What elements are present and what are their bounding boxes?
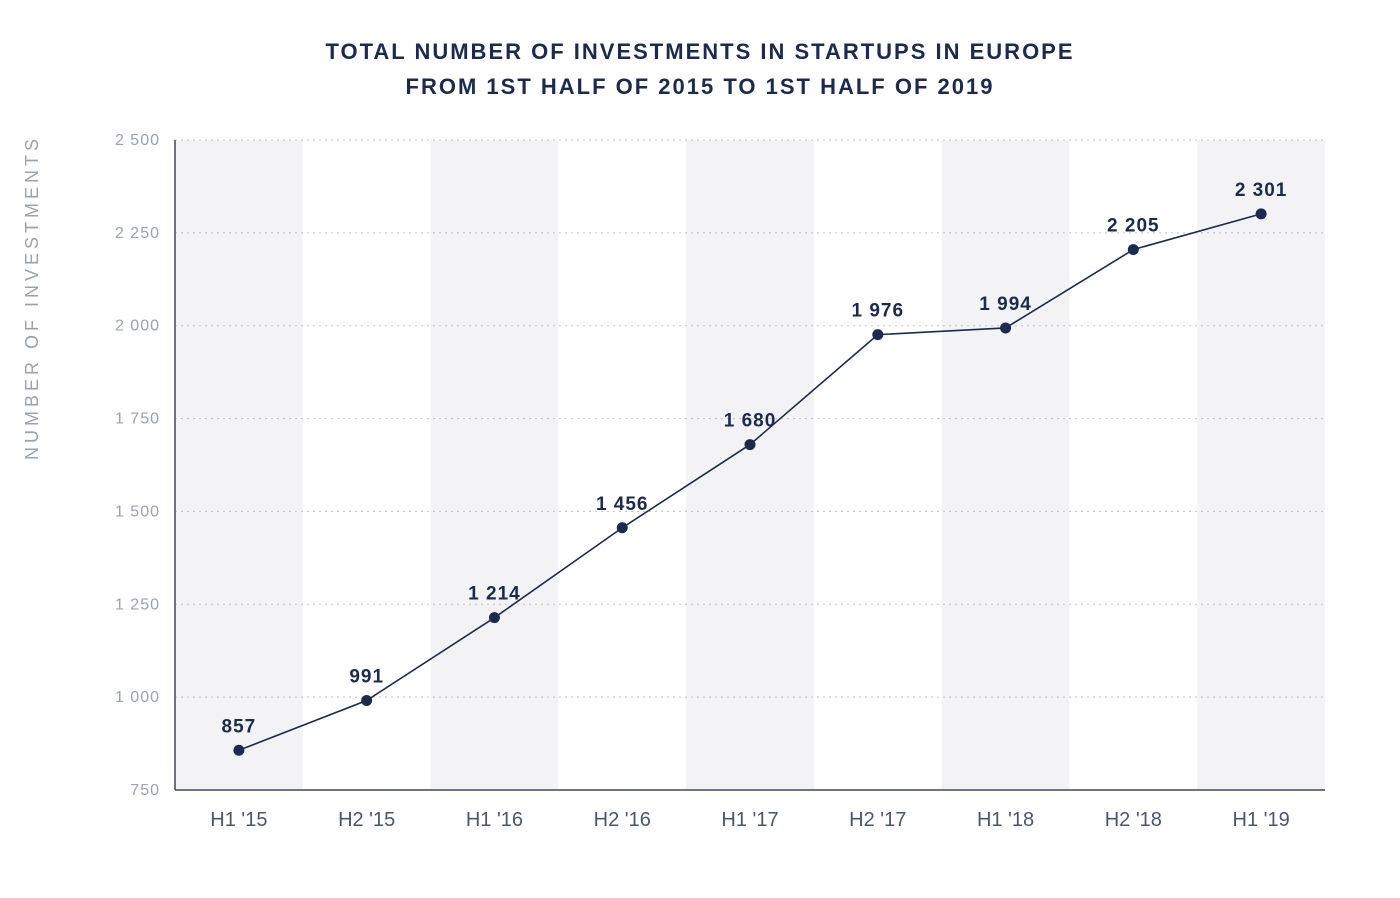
point-label: 1 976 [852,301,905,322]
y-tick-label: 2 500 [115,132,160,149]
y-ticks: 750 1 000 1 250 1 500 1 750 2 000 2 250 2 500 [115,132,160,799]
x-tick-label: H2 '17 [849,809,906,831]
y-tick-label: 2 000 [115,318,160,335]
series-point [233,745,244,756]
point-label: 1 994 [979,294,1032,315]
y-tick-label: 1 000 [115,689,160,706]
series-point [1128,244,1139,255]
plot-band [431,140,559,790]
series-point [1000,322,1011,333]
series-point [872,329,883,340]
plot-band [942,140,1070,790]
x-tick-label: H2 '16 [594,809,651,831]
y-tick-label: 1 250 [115,596,160,613]
point-label: 1 680 [724,411,777,432]
y-tick-label: 1 750 [115,411,160,428]
x-tick-label: H2 '18 [1105,809,1162,831]
x-tick-label: H2 '15 [338,809,395,831]
series-point [489,612,500,623]
chart-svg: 750 1 000 1 250 1 500 1 750 2 000 2 250 2 500 H… [0,0,1400,898]
series-point [361,695,372,706]
y-tick-label: 1 500 [115,503,160,520]
point-label: 2 301 [1235,180,1288,201]
y-tick-label: 750 [130,782,160,799]
series-point [745,439,756,450]
series-point [617,522,628,533]
plot-band [1197,140,1325,790]
x-tick-label: H1 '17 [721,809,778,831]
point-label: 1 214 [468,584,521,605]
plot-band [175,140,303,790]
x-tick-label: H1 '19 [1233,809,1290,831]
x-tick-label: H1 '15 [210,809,267,831]
plot-bands [175,140,1325,790]
point-label: 2 205 [1107,216,1160,237]
point-label: 857 [222,716,257,737]
point-label: 991 [349,666,384,687]
x-ticks: H1 '15 H2 '15 H1 '16 H2 '16 H1 '17 H2 '17 H1 '… [210,809,1289,831]
y-tick-label: 2 250 [115,225,160,242]
x-tick-label: H1 '18 [977,809,1034,831]
x-tick-label: H1 '16 [466,809,523,831]
plot-band [686,140,814,790]
series-point [1256,208,1267,219]
point-label: 1 456 [596,494,649,515]
